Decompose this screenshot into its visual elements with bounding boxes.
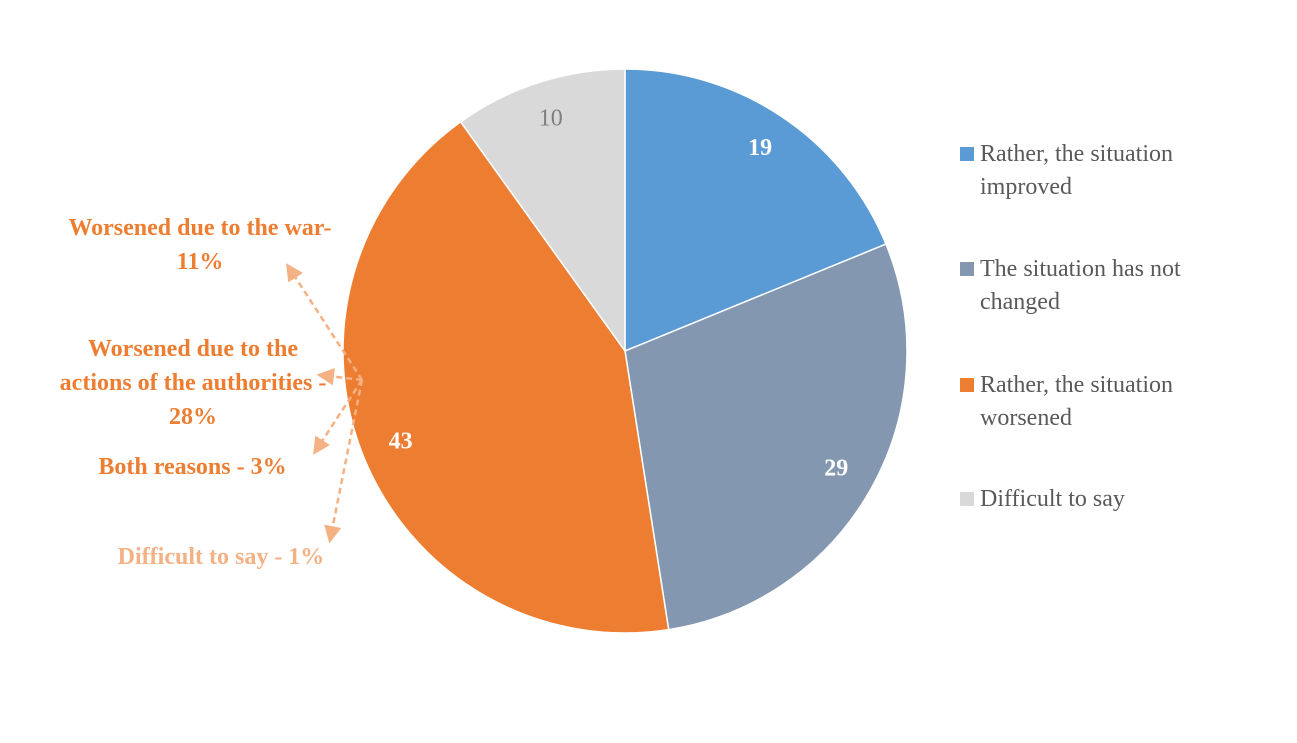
slices xyxy=(342,68,908,634)
data-label: 29 xyxy=(824,456,848,482)
pie-slice xyxy=(624,68,887,353)
pie-slice xyxy=(459,68,626,354)
legend-label: Rather, the situation improved xyxy=(980,141,1173,200)
annotation: Difficult to say - 1% xyxy=(117,544,325,570)
pie-slice xyxy=(624,243,908,631)
arrow xyxy=(316,367,363,386)
annotation: Worsened due to the war- 11% xyxy=(68,215,332,275)
annotation-arrows xyxy=(286,263,364,544)
data-label: 43 xyxy=(389,428,413,454)
legend-label: The situation has not changed xyxy=(980,256,1181,315)
legend-swatch xyxy=(960,492,974,506)
annotation: Both reasons - 3% xyxy=(98,454,287,480)
arrow xyxy=(313,379,364,455)
arrow xyxy=(324,379,364,544)
data-label: 19 xyxy=(748,135,772,161)
pie-slice xyxy=(342,120,670,634)
arrow xyxy=(286,263,364,381)
legend-label: Difficult to say xyxy=(980,486,1125,512)
annotation: Worsened due to the actions of the autho… xyxy=(59,336,327,430)
legend-swatch xyxy=(960,147,974,161)
legend-label: Rather, the situation worsened xyxy=(980,372,1173,431)
legend-swatch xyxy=(960,378,974,392)
data-label: 10 xyxy=(539,106,563,132)
legend-swatch xyxy=(960,262,974,276)
